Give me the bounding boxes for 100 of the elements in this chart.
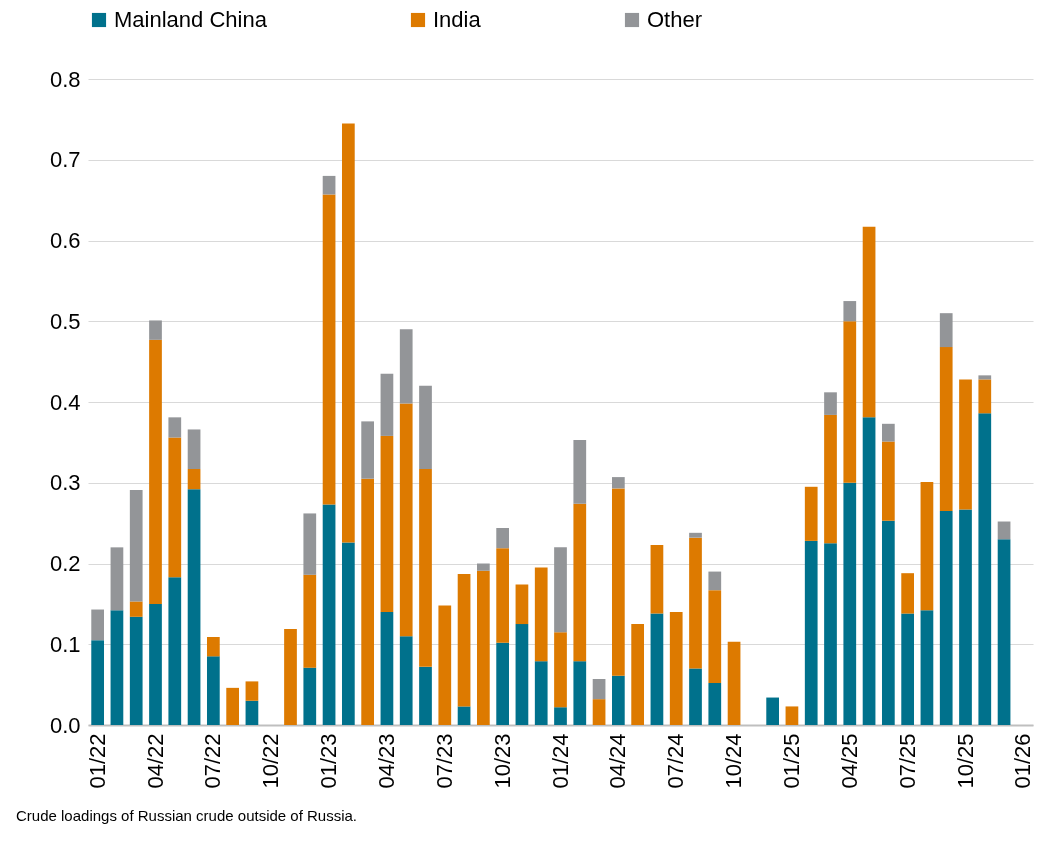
bar <box>110 610 124 725</box>
bar <box>708 590 722 684</box>
bar <box>959 509 972 725</box>
bar <box>708 683 722 725</box>
y-tick-label: 0.1 <box>49 631 81 657</box>
bar <box>476 570 490 725</box>
bar <box>399 403 413 637</box>
bar <box>978 375 992 380</box>
bar <box>399 636 413 725</box>
y-tick-label: 0.6 <box>49 228 81 253</box>
bar <box>997 521 1011 540</box>
bar <box>380 611 394 725</box>
y-tick-label: 0.8 <box>49 66 81 92</box>
bar <box>920 481 934 611</box>
y-tick-label: 0.7 <box>49 147 81 173</box>
bar <box>824 543 837 725</box>
bar <box>592 699 606 725</box>
bar <box>611 488 625 676</box>
bar <box>862 226 876 418</box>
bar <box>573 439 587 504</box>
bar <box>939 313 953 348</box>
bar <box>303 667 317 725</box>
x-tick-label: 01/25 <box>778 733 804 789</box>
x-tick-label: 10/24 <box>721 733 747 789</box>
bar <box>476 563 490 571</box>
x-tick-label: 01/22 <box>84 733 110 789</box>
bar <box>380 435 394 612</box>
bar <box>361 421 375 479</box>
x-tick-label: 04/24 <box>605 733 631 789</box>
bar <box>881 441 895 521</box>
bar <box>959 379 972 510</box>
bar <box>91 609 105 641</box>
bar <box>592 678 606 700</box>
bar <box>881 423 895 442</box>
bar <box>496 527 510 549</box>
x-tick-label: 07/23 <box>431 733 457 789</box>
bar <box>862 417 876 725</box>
bar <box>419 469 432 667</box>
legend-label: Other <box>647 7 703 32</box>
y-tick-label: 0.0 <box>49 712 81 738</box>
bar <box>689 532 702 538</box>
x-tick-label: 10/25 <box>952 733 978 789</box>
bar <box>843 301 857 322</box>
bar <box>284 628 297 725</box>
bar <box>129 490 143 602</box>
y-tick-label: 0.3 <box>49 470 81 496</box>
bar <box>149 603 162 725</box>
bar <box>997 539 1011 725</box>
bar <box>341 542 355 725</box>
y-tick-label: 0.5 <box>49 308 81 334</box>
bar <box>881 520 895 725</box>
bar <box>303 574 317 668</box>
bar <box>515 624 529 725</box>
bar <box>515 584 529 625</box>
x-tick-label: 07/24 <box>663 733 689 789</box>
bar <box>650 613 664 725</box>
bar <box>399 329 413 404</box>
bar <box>573 503 587 662</box>
bar <box>650 544 664 614</box>
bar <box>168 437 182 578</box>
bar <box>380 373 394 436</box>
x-tick-label: 01/24 <box>547 733 573 789</box>
bar <box>206 656 220 725</box>
bar <box>843 321 857 483</box>
bar <box>766 697 780 725</box>
bar <box>534 567 548 662</box>
bar <box>669 611 683 725</box>
x-tick-label: 07/25 <box>894 733 920 789</box>
bar <box>226 687 240 725</box>
bar <box>187 469 201 490</box>
text: Crude loadings of Russian crude outside of Russia. <box>16 807 359 825</box>
bar <box>149 320 162 340</box>
x-tick-label: 01/23 <box>316 733 342 789</box>
bar <box>804 486 818 541</box>
bar <box>824 414 837 544</box>
x-tick-label: 04/23 <box>373 733 399 789</box>
bar <box>554 632 567 708</box>
bar <box>689 537 702 669</box>
bar <box>419 385 432 470</box>
bar <box>978 413 992 725</box>
bar <box>824 392 837 415</box>
bar <box>611 675 625 725</box>
bar <box>611 477 625 489</box>
bar <box>457 706 471 725</box>
bar <box>341 123 355 543</box>
bar <box>496 642 510 725</box>
bar <box>322 194 336 505</box>
x-tick-label: 01/26 <box>1010 733 1036 789</box>
legend-label: Mainland China <box>114 7 268 32</box>
bar <box>708 571 722 591</box>
bar <box>438 605 452 725</box>
bar <box>689 668 702 725</box>
bar <box>534 661 548 725</box>
bar <box>573 661 587 725</box>
x-tick-label: 04/25 <box>836 733 862 789</box>
bar <box>322 504 336 725</box>
y-tick-label: 0.2 <box>49 551 81 576</box>
bar <box>168 577 182 725</box>
bar <box>804 540 818 725</box>
bar <box>361 478 375 725</box>
